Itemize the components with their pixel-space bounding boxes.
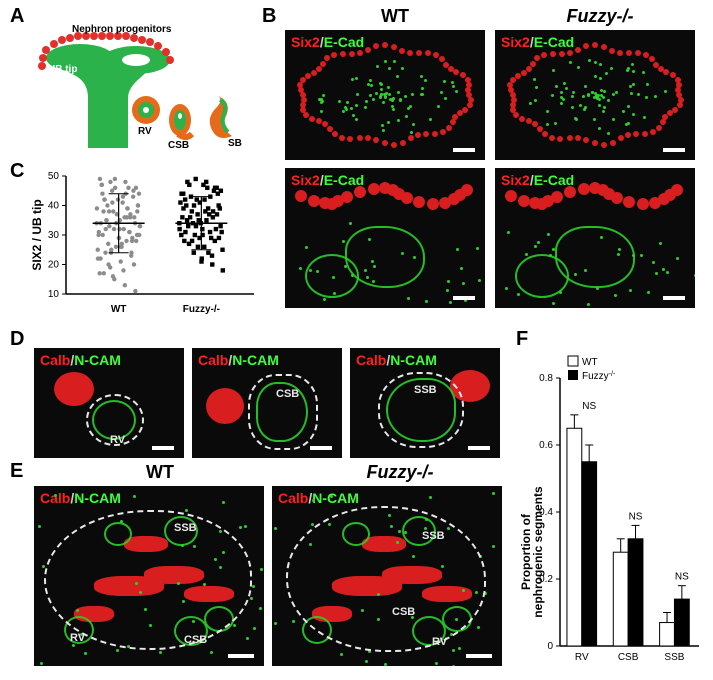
micro-b-wt-high: Six2/E-Cad (285, 168, 485, 308)
panel-label-c: C (10, 160, 24, 183)
micro-b-fz-high: Six2/E-Cad (495, 168, 695, 308)
svg-text:nephrogenic segments: nephrogenic segments (531, 486, 545, 618)
overlay-label: Six2/E-Cad (291, 34, 364, 50)
scalebar-icon (453, 148, 475, 152)
scalebar-icon (228, 654, 254, 658)
scalebar-icon (468, 446, 490, 450)
overlay-label: Six2/E-Cad (291, 172, 364, 188)
svg-text:WT: WT (582, 357, 598, 368)
scalebar-icon (453, 296, 475, 300)
marker-six2: Six2 (291, 34, 320, 50)
svg-text:10: 10 (48, 289, 60, 300)
sch-label-sb: SB (228, 138, 242, 149)
svg-text:NS: NS (582, 401, 596, 412)
svg-text:CSB: CSB (618, 652, 639, 663)
svg-text:40: 40 (48, 201, 60, 212)
svg-text:SIX2 / UB tip: SIX2 / UB tip (30, 199, 44, 270)
overlay-label: Six2/E-Cad (501, 172, 574, 188)
sch-label-nephron: Nephron progenitors (72, 24, 171, 35)
micro-e-fz: Calb/N-CAM SSB CSB RV (272, 486, 502, 666)
schematic-panel-a: Nephron progenitors UB tip RV CSB SB (28, 28, 248, 158)
panel-label-a: A (10, 5, 24, 28)
micro-d-rv: Calb/N-CAM RV (34, 348, 184, 458)
svg-text:Fuzzy-/-: Fuzzy-/- (183, 304, 220, 315)
scalebar-icon (466, 654, 492, 658)
micro-d-csb: Calb/N-CAM CSB (192, 348, 342, 458)
overlay-label: Calb/N-CAM (198, 352, 279, 368)
panel-label-d: D (10, 328, 24, 351)
annot-ssb: SSB (414, 384, 437, 396)
scalebar-icon (663, 148, 685, 152)
svg-text:SSB: SSB (664, 652, 684, 663)
sch-label-csb: CSB (168, 140, 189, 151)
col-label-fuzzy-e: Fuzzy-/- (330, 462, 470, 483)
svg-text:0.6: 0.6 (539, 440, 553, 451)
scalebar-icon (152, 446, 174, 450)
annot-csb: CSB (276, 388, 299, 400)
sch-label-ubtip: UB tip (48, 64, 77, 75)
overlay-label: Calb/N-CAM (278, 490, 359, 506)
panel-label-e: E (10, 460, 23, 483)
svg-text:RV: RV (575, 652, 589, 663)
micro-b-fz-low: Six2/E-Cad (495, 30, 695, 160)
svg-text:20: 20 (48, 260, 60, 271)
svg-text:WT: WT (111, 304, 127, 315)
scalebar-icon (663, 296, 685, 300)
svg-text:0: 0 (547, 641, 553, 652)
marker-ecad: E-Cad (324, 34, 364, 50)
overlay-label: Calb/N-CAM (40, 352, 121, 368)
scalebar-icon (310, 446, 332, 450)
svg-text:NS: NS (675, 572, 689, 583)
barchart-panel-f: 00.20.40.60.8Proportion ofnephrogenic se… (520, 348, 705, 668)
col-label-wt-e: WT (100, 462, 220, 483)
svg-text:Fuzzy-/-: Fuzzy-/- (582, 371, 616, 383)
scatter-panel-c: 10 20 30 40 50 SIX2 / UB tip WT Fuzzy-/- (30, 170, 260, 320)
micro-b-wt-low: Six2/E-Cad (285, 30, 485, 160)
svg-text:50: 50 (48, 171, 60, 182)
sch-label-rv: RV (138, 126, 152, 137)
micro-e-wt: Calb/N-CAM SSB CSB RV (34, 486, 264, 666)
panel-label-b: B (262, 5, 276, 28)
svg-text:0.8: 0.8 (539, 373, 553, 384)
micro-d-ssb: Calb/N-CAM SSB (350, 348, 500, 458)
svg-text:NS: NS (629, 511, 643, 522)
overlay-label: Six2/E-Cad (501, 34, 574, 50)
col-label-wt: WT (335, 6, 455, 27)
svg-text:30: 30 (48, 230, 60, 241)
col-label-fuzzy: Fuzzy-/- (540, 6, 660, 27)
overlay-label: Calb/N-CAM (356, 352, 437, 368)
annot-rv: RV (110, 434, 125, 446)
